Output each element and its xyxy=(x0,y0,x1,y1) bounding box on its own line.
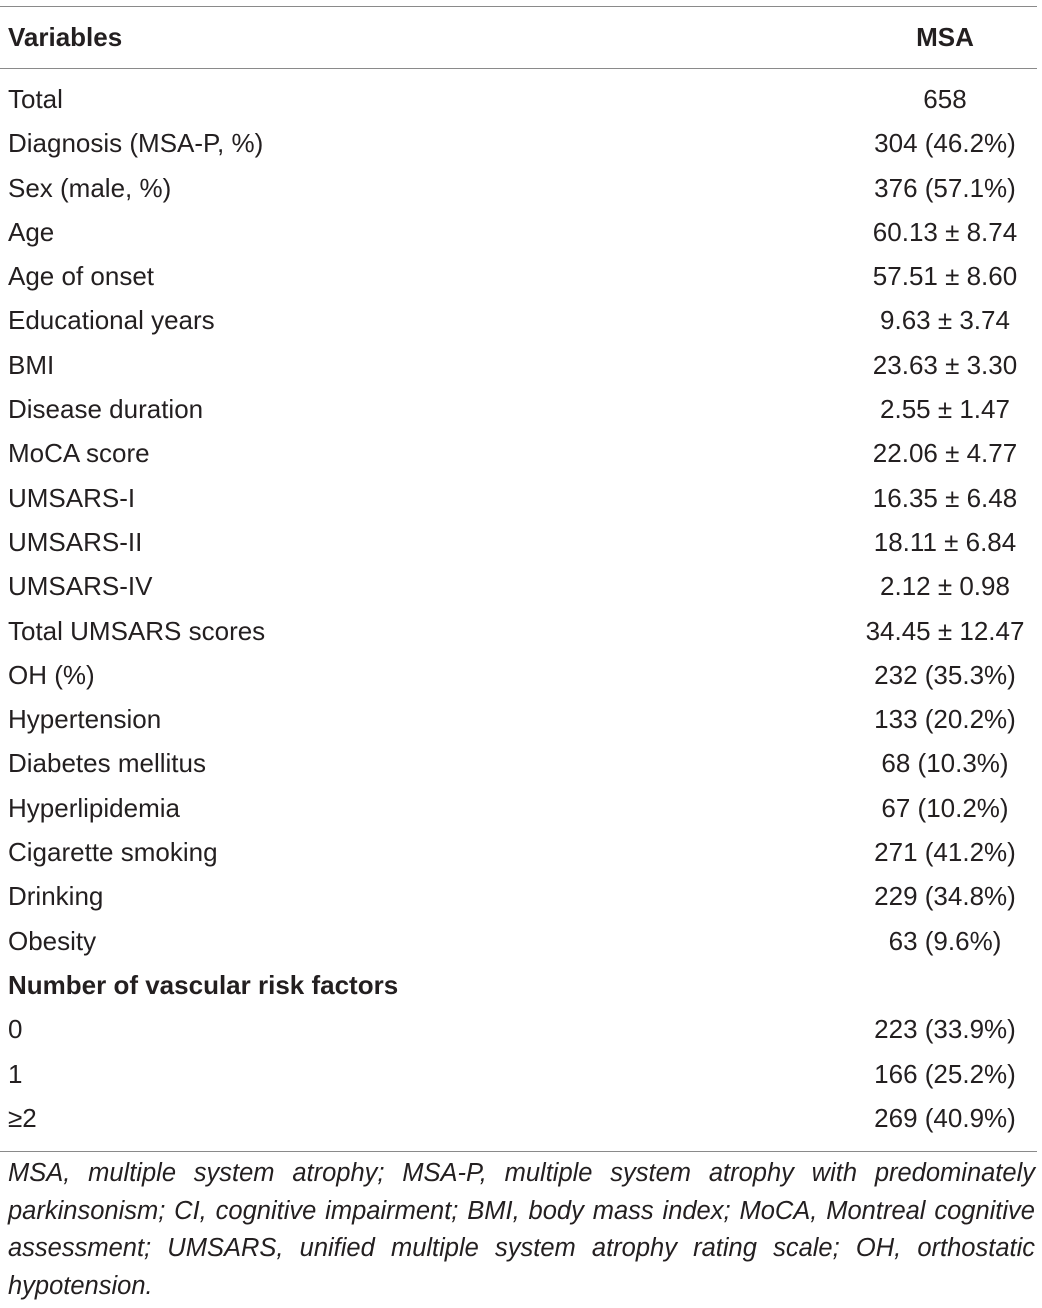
table-row: MoCA score 22.06 ± 4.77 xyxy=(0,431,1037,475)
row-value: 68 (10.3%) xyxy=(881,748,1009,779)
row-value: 166 (25.2%) xyxy=(874,1058,1016,1089)
row-value: 229 (34.8%) xyxy=(874,881,1016,912)
row-label: Educational years xyxy=(8,305,215,336)
table-row: Drinking 229 (34.8%) xyxy=(0,874,1037,918)
row-value: 658 xyxy=(923,84,967,114)
table-row: Diagnosis (MSA-P, %) 304 (46.2%) xyxy=(0,121,1037,165)
row-label: 0 xyxy=(8,1014,23,1045)
row-label: OH (%) xyxy=(8,659,95,690)
row-label: ≥2 xyxy=(8,1102,37,1133)
row-value: 23.63 ± 3.30 xyxy=(872,349,1018,380)
table-row: Hypertension 133 (20.2%) xyxy=(0,697,1037,741)
table-header-rule xyxy=(0,68,1037,69)
row-value: 34.45 ± 12.47 xyxy=(865,615,1025,646)
row-value: 67 (10.2%) xyxy=(881,792,1009,823)
table-row: Total UMSARS scores 34.45 ± 12.47 xyxy=(0,609,1037,653)
table-row: 0 223 (33.9%) xyxy=(0,1007,1037,1051)
table-row: Age of onset 57.51 ± 8.60 xyxy=(0,254,1037,298)
row-label: Hypertension xyxy=(8,704,162,735)
row-value: 9.63 ± 3.74 xyxy=(880,305,1010,336)
row-value: 16.35 ± 6.48 xyxy=(872,482,1018,513)
row-label: 1 xyxy=(8,1058,23,1089)
row-label: Hyperlipidemia xyxy=(8,792,180,823)
row-label: BMI xyxy=(8,349,55,380)
row-label: Total xyxy=(8,84,63,114)
row-value: 232 (35.3%) xyxy=(874,659,1016,690)
row-label: Drinking xyxy=(8,881,104,912)
row-value: 269 (40.9%) xyxy=(874,1102,1016,1133)
table-row: Diabetes mellitus 68 (10.3%) xyxy=(0,741,1037,785)
row-value: 271 (41.2%) xyxy=(874,837,1016,868)
row-value: 376 (57.1%) xyxy=(874,172,1016,203)
table-row: UMSARS-IV 2.12 ± 0.98 xyxy=(0,564,1037,608)
row-value: 22.06 ± 4.77 xyxy=(872,438,1018,469)
row-value: 2.55 ± 1.47 xyxy=(880,394,1010,425)
table-row: 1 166 (25.2%) xyxy=(0,1052,1037,1096)
table-row: ≥2 269 (40.9%) xyxy=(0,1096,1037,1140)
table-row: OH (%) 232 (35.3%) xyxy=(0,653,1037,697)
table-row: Hyperlipidemia 67 (10.2%) xyxy=(0,786,1037,830)
table-row: Obesity 63 (9.6%) xyxy=(0,919,1037,963)
table-row: Cigarette smoking 271 (41.2%) xyxy=(0,830,1037,874)
row-label: MoCA score xyxy=(8,438,150,469)
row-value: 133 (20.2%) xyxy=(874,704,1016,735)
row-label: Number of vascular risk factors xyxy=(8,969,399,1000)
row-label: Age xyxy=(8,216,55,247)
table-row: Age 60.13 ± 8.74 xyxy=(0,210,1037,254)
row-value: 57.51 ± 8.60 xyxy=(872,261,1018,292)
row-label: UMSARS-I xyxy=(8,482,136,513)
row-label: Age of onset xyxy=(8,261,154,292)
table-bottom-rule xyxy=(0,1151,1037,1152)
row-label: Diagnosis (MSA-P, %) xyxy=(8,128,264,159)
table-row: Disease duration 2.55 ± 1.47 xyxy=(0,387,1037,431)
table-row: Sex (male, %) 376 (57.1%) xyxy=(0,166,1037,210)
header-msa: MSA xyxy=(916,22,974,52)
row-label: Sex (male, %) xyxy=(8,172,172,203)
row-label: UMSARS-IV xyxy=(8,571,153,602)
table-row: Total 658 xyxy=(0,77,1037,121)
table-body: Total 658 Diagnosis (MSA-P, %) 304 (46.2%) S… xyxy=(0,77,1037,1140)
table-footnote: MSA, multiple system atrophy; MSA-P, mul… xyxy=(8,1159,1035,1300)
table-header: Variables MSA xyxy=(0,15,1037,59)
row-value: 223 (33.9%) xyxy=(874,1014,1016,1045)
row-value: 60.13 ± 8.74 xyxy=(872,216,1018,247)
table-row: UMSARS-I 16.35 ± 6.48 xyxy=(0,476,1037,520)
row-label: Diabetes mellitus xyxy=(8,748,206,779)
row-label: Total UMSARS scores xyxy=(8,615,266,646)
row-value: 2.12 ± 0.98 xyxy=(880,571,1010,602)
table-row: Educational years 9.63 ± 3.74 xyxy=(0,298,1037,342)
row-label: Obesity xyxy=(8,925,97,956)
row-value: 304 (46.2%) xyxy=(874,128,1016,159)
table-row: BMI 23.63 ± 3.30 xyxy=(0,343,1037,387)
row-value: 63 (9.6%) xyxy=(888,925,1002,956)
table-row: UMSARS-II 18.11 ± 6.84 xyxy=(0,520,1037,564)
header-variables: Variables xyxy=(8,22,123,52)
row-label: Cigarette smoking xyxy=(8,837,218,868)
row-label: UMSARS-II xyxy=(8,526,143,557)
table-section-row: Number of vascular risk factors xyxy=(0,963,1037,1007)
row-label: Disease duration xyxy=(8,394,204,425)
table-top-rule xyxy=(0,6,1037,7)
row-value: 18.11 ± 6.84 xyxy=(873,526,1017,557)
